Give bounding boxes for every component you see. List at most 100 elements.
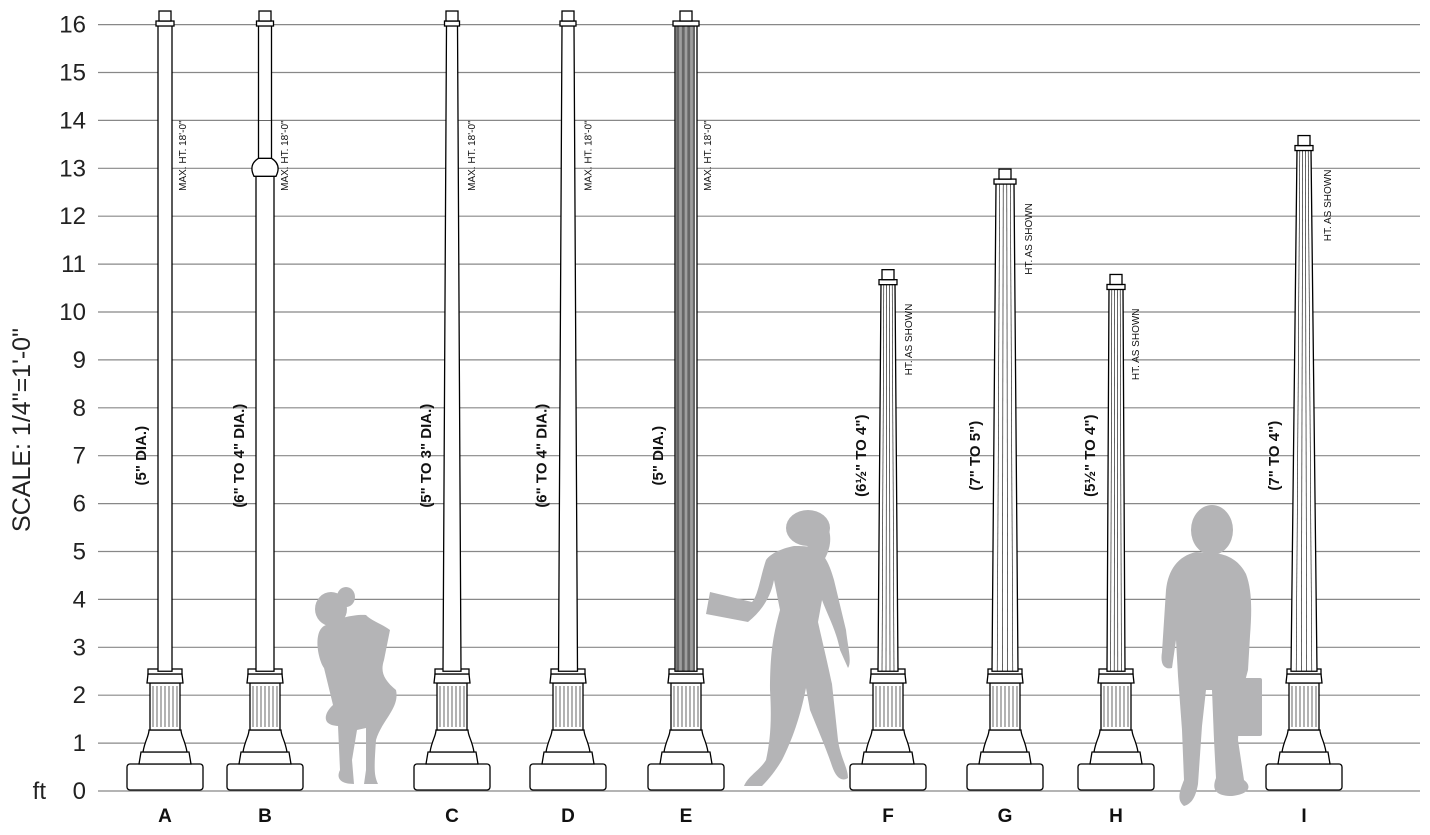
man-silhouette [1161, 505, 1262, 806]
post-base-flare [1282, 730, 1326, 752]
post-tenon [680, 11, 692, 21]
post-tenon [999, 169, 1011, 179]
post-height-label: MAX. HT. 18'-0" [584, 120, 595, 191]
post-diameter-label: (7" TO 4") [1266, 421, 1283, 491]
post-shaft [992, 183, 1018, 671]
post-base-flare [243, 730, 287, 752]
post-tenon [1110, 274, 1122, 284]
post-base-capital [987, 674, 1023, 683]
post-tenon [159, 11, 171, 21]
post-tenon [882, 270, 894, 280]
post-base-capital [550, 674, 586, 683]
post-h: H (5½" TO 4") HT. AS SHOWN [1078, 274, 1154, 827]
post-diameter-label: (6" TO 4" DIA.) [231, 404, 248, 508]
post-letter-label: E [680, 806, 693, 827]
post-base-plinth [227, 764, 303, 790]
y-tick-label: 15 [59, 60, 86, 87]
post-base-plinth [530, 764, 606, 790]
post-height-label: MAX. HT. 18'-0" [178, 120, 189, 191]
post-height-label: MAX. HT. 18'-0" [703, 120, 714, 191]
post-base-step [139, 752, 191, 764]
post-letter-label: F [882, 806, 894, 827]
post-base-capital [1286, 674, 1322, 683]
post-height-label: MAX. HT. 18'-0" [467, 120, 478, 191]
post-top-cap [1295, 146, 1313, 151]
post-base-capital [870, 674, 906, 683]
post-base-step [1278, 752, 1330, 764]
y-tick-label: 14 [59, 107, 86, 134]
post-base-flare [143, 730, 187, 752]
post-height-label: HT. AS SHOWN [904, 304, 915, 376]
post-base-plinth [127, 764, 203, 790]
scale-label: SCALE: 1/4"=1'-0" [8, 328, 36, 532]
post-a: A (5" DIA.) MAX. HT. 18'-0" [127, 11, 203, 827]
post-diameter-label: (5½" TO 4") [1082, 415, 1099, 497]
post-diameter-label: (5" TO 3" DIA.) [418, 404, 435, 508]
y-tick-label: 2 [73, 682, 86, 709]
post-shaft [559, 25, 578, 671]
post-base-flare [1094, 730, 1138, 752]
post-base-step [542, 752, 594, 764]
post-base-capital [147, 674, 183, 683]
post-letter-label: G [998, 806, 1013, 827]
post-diameter-label: (6½" TO 4") [853, 415, 870, 497]
post-letter-label: H [1109, 806, 1123, 827]
y-tick-label: 10 [59, 299, 86, 326]
post-base-step [239, 752, 291, 764]
post-tenon [259, 11, 271, 21]
post-base-plinth [967, 764, 1043, 790]
post-letter-label: C [445, 806, 459, 827]
post-diameter-label: (6" TO 4" DIA.) [534, 404, 551, 508]
post-height-label: HT. AS SHOWN [1131, 308, 1142, 380]
post-diameter-label: (5" DIA.) [133, 426, 150, 486]
post-c: C (5" TO 3" DIA.) MAX. HT. 18'-0" [414, 11, 490, 827]
post-top-cap [445, 21, 460, 26]
post-shaft-upper [259, 25, 272, 158]
y-tick-label: 3 [73, 634, 86, 661]
post-base-flare [664, 730, 708, 752]
post-top-cap [257, 21, 274, 26]
y-tick-label: 16 [59, 12, 86, 39]
post-top-cap [560, 21, 576, 26]
post-letter-label: A [158, 806, 172, 827]
post-tenon [562, 11, 574, 21]
child-silhouette [315, 587, 397, 784]
y-tick-label: 13 [59, 155, 86, 182]
post-height-label: MAX. HT. 18'-0" [280, 120, 291, 191]
post-height-label: HT. AS SHOWN [1323, 170, 1334, 242]
y-tick-label: 4 [73, 586, 86, 613]
post-b: B(6" TO 4" DIA.)MAX. HT. 18'-0" [227, 11, 303, 827]
post-top-cap [1107, 284, 1125, 289]
post-g: G(7" TO 5")HT. AS SHOWN [967, 169, 1043, 827]
post-base-plinth [1078, 764, 1154, 790]
post-base-step [979, 752, 1031, 764]
post-shaft [1107, 288, 1125, 671]
post-top-cap [994, 179, 1016, 184]
post-base-plinth [1266, 764, 1342, 790]
post-shaft [443, 25, 461, 671]
post-shaft [878, 284, 898, 672]
post-letter-label: D [561, 806, 575, 827]
post-base-flare [866, 730, 910, 752]
y-tick-label: 0 [73, 778, 86, 805]
post-shaft [158, 25, 172, 671]
y-tick-label: 8 [73, 395, 86, 422]
post-tenon [446, 11, 458, 21]
y-tick-label: 6 [73, 491, 86, 518]
post-base-step [1090, 752, 1142, 764]
y-tick-label: 12 [59, 203, 86, 230]
post-e: E(5" DIA.)MAX. HT. 18'-0" [648, 11, 724, 827]
post-base-step [426, 752, 478, 764]
post-base-capital [668, 674, 704, 683]
post-base-flare [430, 730, 474, 752]
post-tenon [1298, 136, 1310, 146]
y-tick-label: 1 [73, 730, 86, 757]
post-height-label: HT. AS SHOWN [1024, 203, 1035, 275]
post-base-step [660, 752, 712, 764]
post-top-cap [673, 21, 699, 26]
y-tick-label: 5 [73, 539, 86, 566]
post-d: D (6" TO 4" DIA.) MAX. HT. 18'-0" [530, 11, 606, 827]
